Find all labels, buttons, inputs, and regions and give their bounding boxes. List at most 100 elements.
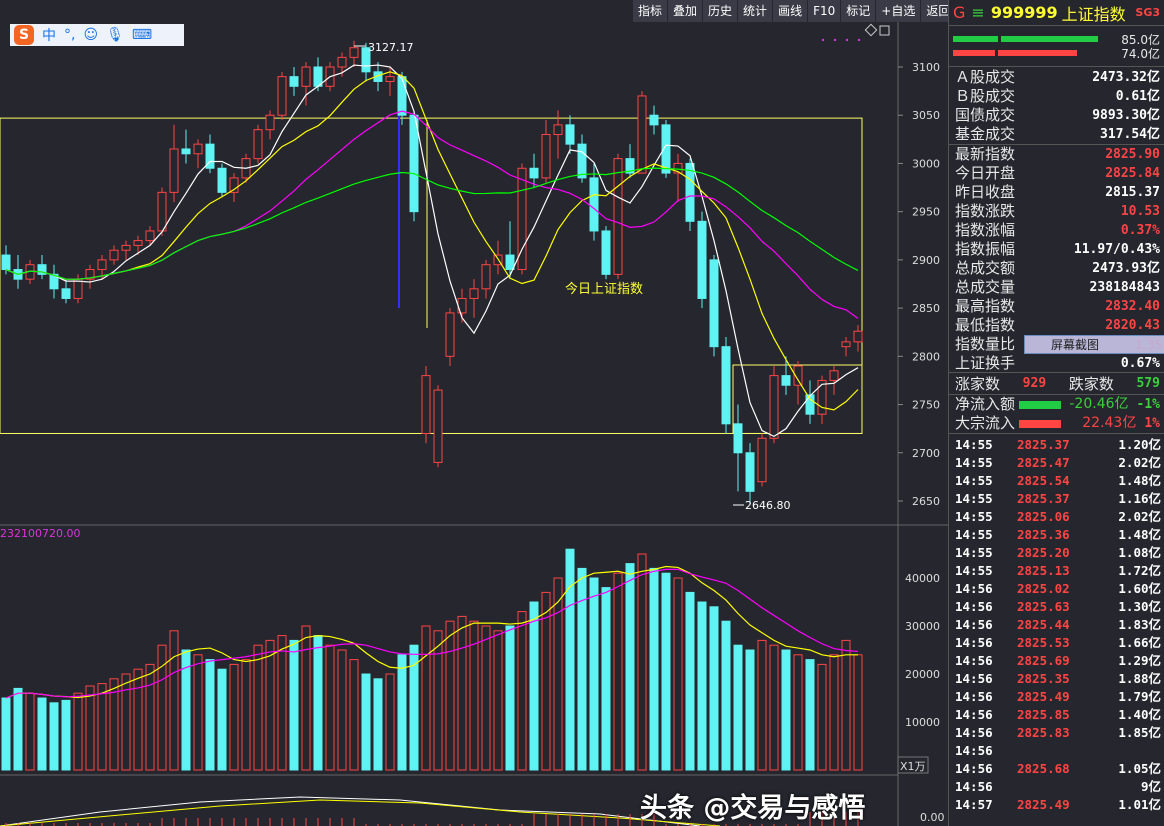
toolbar-button[interactable]: 历史 <box>702 0 737 22</box>
tick-row: 14:55 2825.37 1.16亿 <box>949 490 1164 508</box>
toolbar-button[interactable]: 返回 <box>920 0 955 22</box>
tick-time: 14:55 <box>955 563 993 578</box>
volume-bar <box>769 644 779 771</box>
flow-value: 22.43亿 <box>1082 415 1137 431</box>
volume-bar <box>529 601 539 771</box>
dot-marker <box>845 38 849 42</box>
candle <box>673 162 683 174</box>
flow-label: 净流入额 <box>955 395 1016 413</box>
volume-bar <box>589 577 599 771</box>
flow-row: 大宗流入 22.43亿 1% <box>949 414 1164 433</box>
tick-amount: 9亿 <box>1140 779 1161 794</box>
volume-bar <box>601 587 611 771</box>
toolbar-button[interactable]: +自选 <box>875 0 920 22</box>
quote-header: G ≡ 999999 上证指数 SG3 <box>949 0 1164 26</box>
candle <box>829 370 839 381</box>
kline-chart[interactable]: 3100 3050 3000 2950 2900 2850 2800 2750 2700 2650… <box>0 0 948 826</box>
buy-bar <box>1001 36 1098 42</box>
tick-time: 14:56 <box>955 617 993 632</box>
candle <box>721 346 731 425</box>
stat-value: 0.61亿 <box>1115 89 1160 104</box>
tick-price: 2825.53 <box>1017 635 1070 650</box>
tick-price: 2825.49 <box>1017 797 1070 812</box>
volume-unit-label: X1万 <box>900 760 926 773</box>
tick-price: 2825.35 <box>1017 671 1070 686</box>
candle <box>337 56 347 68</box>
ime-lang[interactable]: 中 <box>42 28 56 44</box>
chart-annotation: 今日上证指数 <box>565 281 643 297</box>
volume-bar <box>277 635 287 771</box>
tick-time: 14:55 <box>955 491 993 506</box>
menu-icon[interactable]: ≡ <box>971 3 985 22</box>
dot-marker <box>857 38 861 42</box>
volume-bar <box>325 644 335 771</box>
ime-toolbar[interactable]: S 中 °, ☺ 🎙 ⌨ <box>10 24 184 46</box>
volume-bar <box>385 673 395 771</box>
buy-sell-bars: 85.0亿 74.0亿 <box>949 26 1164 67</box>
volume-bar <box>841 639 851 771</box>
volume-bar <box>733 644 743 771</box>
high-label: 3127.17 <box>368 41 414 54</box>
volume-bar <box>25 692 35 771</box>
candle <box>97 259 107 271</box>
toolbar-button[interactable]: 指标 <box>632 0 667 22</box>
tick-amount: 2.02亿 <box>1118 455 1161 470</box>
tick-list[interactable]: 14:55 2825.37 1.20亿 14:55 2825.47 2.02亿 14:55 2… <box>949 434 1164 814</box>
price-tick-label: 2850 <box>912 302 940 315</box>
toolbar-button[interactable]: 标记 <box>840 0 875 22</box>
diamond-icon[interactable] <box>864 23 878 37</box>
keyboard-icon[interactable]: ⌨ <box>131 27 153 43</box>
emoji-icon[interactable]: ☺ <box>83 27 99 43</box>
toolbar-button[interactable]: 画线 <box>772 0 807 22</box>
g-badge[interactable]: G <box>953 3 966 22</box>
candle <box>85 269 95 280</box>
volume-tick-label: 10000 <box>905 716 940 729</box>
tick-price: 2825.49 <box>1017 689 1070 704</box>
mic-icon[interactable]: 🎙 <box>106 27 124 43</box>
tick-amount: 1.01亿 <box>1118 797 1161 812</box>
tick-amount: 1.66亿 <box>1118 635 1161 650</box>
toolbar-button[interactable]: F10 <box>807 0 840 22</box>
toolbar-button[interactable]: 统计 <box>737 0 772 22</box>
volume-bar <box>457 615 467 771</box>
candle <box>409 114 419 213</box>
tick-time: 14:55 <box>955 527 993 542</box>
volume-bar <box>373 678 383 771</box>
stat-row: 国债成交 9893.30亿 <box>949 106 1164 125</box>
panel-toggle-icon[interactable] <box>879 25 890 36</box>
turnover-row: 上证换手 0.67% <box>949 354 1164 373</box>
toolbar-button[interactable]: 叠加 <box>667 0 702 22</box>
stat-row: 指数涨跌 10.53 <box>949 202 1164 221</box>
unit-box <box>897 756 929 774</box>
watermark: 头条 @交易与感悟 <box>640 793 866 824</box>
candle <box>817 379 827 415</box>
volume-bar <box>265 639 275 771</box>
ime-punct[interactable]: °, <box>64 27 76 43</box>
tick-row: 14:56 2825.68 1.05亿 <box>949 760 1164 778</box>
stat-label: 国债成交 <box>955 106 1016 124</box>
candle <box>37 264 47 275</box>
tick-row: 14:56 2825.49 1.79亿 <box>949 688 1164 706</box>
candle <box>109 249 119 261</box>
price-tick-label: 2950 <box>912 206 940 219</box>
candle <box>277 76 287 116</box>
price-tick-label: 2750 <box>912 399 940 412</box>
flow-pct: -1% <box>1136 397 1160 412</box>
tick-row: 14:56 2825.44 1.83亿 <box>949 616 1164 634</box>
tick-amount: 1.40亿 <box>1118 707 1161 722</box>
stat-value: 317.54亿 <box>1100 127 1160 142</box>
candle <box>577 143 587 179</box>
volume-bar <box>409 644 419 771</box>
volume-ma-line-5 <box>5 565 858 699</box>
tick-price: 2825.47 <box>1017 455 1070 470</box>
stat-label: 最低指数 <box>955 316 1016 334</box>
tick-row: 14:56 2825.85 1.40亿 <box>949 706 1164 724</box>
stat-label: 上证换手 <box>955 354 1016 372</box>
tick-row: 14:56 2825.35 1.88亿 <box>949 670 1164 688</box>
tick-amount: 1.20亿 <box>1118 437 1161 452</box>
tick-amount: 1.08亿 <box>1118 545 1161 560</box>
dot-marker <box>821 38 825 42</box>
candle <box>49 273 59 290</box>
candle <box>769 375 779 439</box>
tick-row: 14:56 2825.83 1.85亿 <box>949 724 1164 742</box>
